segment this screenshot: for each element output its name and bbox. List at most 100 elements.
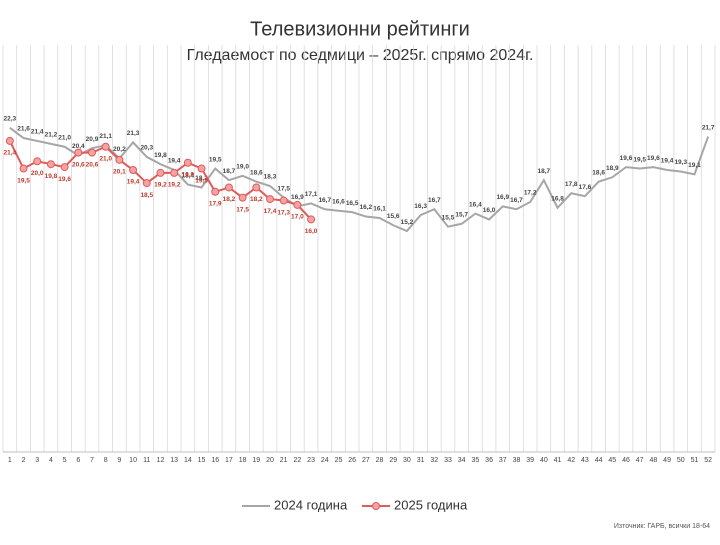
data-label: 19,6 bbox=[647, 155, 660, 162]
data-label: 15,5 bbox=[442, 214, 455, 221]
data-label: 17,3 bbox=[277, 209, 290, 216]
legend-label: 2024 година bbox=[274, 497, 348, 512]
x-tick-label: 7 bbox=[90, 457, 94, 464]
point bbox=[170, 168, 179, 177]
x-tick-label: 43 bbox=[581, 457, 589, 464]
point bbox=[266, 195, 274, 204]
point bbox=[60, 163, 69, 172]
data-label: 16,5 bbox=[346, 200, 359, 207]
data-label: 16,3 bbox=[414, 203, 427, 210]
data-label: 21,1 bbox=[99, 133, 112, 140]
data-label: 16,0 bbox=[483, 207, 496, 214]
point bbox=[238, 193, 247, 202]
chart-subtitle: Гледаемост по седмици – 2025г. спрямо 20… bbox=[187, 47, 534, 64]
data-label: 21,4 bbox=[4, 150, 17, 157]
data-label: 17,5 bbox=[236, 206, 249, 213]
x-tick-label: 17 bbox=[225, 457, 233, 464]
point bbox=[33, 157, 42, 166]
data-label: 19,4 bbox=[661, 158, 674, 165]
legend-label: 2025 година bbox=[394, 497, 468, 512]
data-label: 18,2 bbox=[250, 196, 263, 203]
x-tick-label: 36 bbox=[485, 457, 493, 464]
data-label: 16,9 bbox=[496, 194, 509, 201]
x-tick-label: 26 bbox=[348, 457, 356, 464]
data-label: 20,0 bbox=[31, 170, 44, 177]
point bbox=[293, 200, 302, 209]
data-label: 16,8 bbox=[551, 196, 564, 203]
point bbox=[279, 196, 288, 205]
point bbox=[252, 183, 261, 192]
x-tick-label: 32 bbox=[430, 457, 438, 464]
data-label: 17,2 bbox=[524, 190, 537, 197]
data-label: 18,4 bbox=[182, 172, 195, 179]
data-label: 20,6 bbox=[72, 161, 85, 168]
data-label: 17,5 bbox=[277, 185, 290, 192]
data-label: 19,2 bbox=[154, 182, 167, 189]
x-tick-label: 3 bbox=[35, 457, 39, 464]
x-tick-label: 48 bbox=[649, 457, 657, 464]
x-tick-label: 12 bbox=[157, 457, 165, 464]
data-label: 19,4 bbox=[168, 158, 181, 165]
x-tick-label: 34 bbox=[458, 457, 466, 464]
x-tick-label: 38 bbox=[513, 457, 521, 464]
data-label: 19,5 bbox=[633, 156, 646, 163]
x-tick-label: 40 bbox=[540, 457, 548, 464]
legend-marker bbox=[372, 502, 380, 510]
data-label: 18,3 bbox=[264, 174, 277, 181]
point bbox=[211, 187, 220, 196]
data-label: 22,3 bbox=[4, 116, 17, 123]
data-label: 16,2 bbox=[360, 204, 373, 211]
point bbox=[156, 168, 165, 177]
x-tick-label: 45 bbox=[608, 457, 616, 464]
data-label: 20,4 bbox=[72, 143, 85, 150]
data-label: 19,5 bbox=[209, 156, 222, 163]
data-label: 19,8 bbox=[154, 152, 167, 159]
x-tick-label: 6 bbox=[76, 457, 80, 464]
x-tick-label: 14 bbox=[184, 457, 192, 464]
data-label: 18,2 bbox=[195, 175, 208, 182]
x-tick-label: 2 bbox=[22, 457, 26, 464]
data-label: 18,6 bbox=[592, 169, 605, 176]
x-tick-label: 37 bbox=[499, 457, 507, 464]
x-tick-label: 19 bbox=[252, 457, 260, 464]
data-label: 21,7 bbox=[702, 124, 715, 131]
x-tick-label: 50 bbox=[677, 457, 685, 464]
data-label: 16,1 bbox=[373, 206, 386, 213]
data-label: 21,2 bbox=[45, 132, 58, 139]
source: Източник: ГАРБ, всички 18-64 bbox=[614, 523, 710, 530]
x-tick-label: 52 bbox=[704, 457, 712, 464]
x-tick-label: 18 bbox=[239, 457, 247, 464]
data-label: 19,2 bbox=[168, 182, 181, 189]
x-tick-label: 9 bbox=[117, 457, 121, 464]
x-tick-label: 25 bbox=[335, 457, 343, 464]
data-label: 19,3 bbox=[674, 159, 687, 166]
data-label: 19,5 bbox=[17, 177, 30, 184]
x-tick-label: 35 bbox=[471, 457, 479, 464]
x-tick-label: 29 bbox=[389, 457, 397, 464]
x-tick-label: 4 bbox=[49, 457, 53, 464]
data-label: 20,9 bbox=[86, 136, 99, 143]
x-tick-label: 16 bbox=[211, 457, 219, 464]
chart-title: Телевизионни рейтинги bbox=[250, 18, 470, 40]
data-label: 19,6 bbox=[58, 176, 71, 183]
data-label: 19,1 bbox=[688, 162, 701, 169]
data-label: 18,5 bbox=[140, 192, 153, 199]
data-label: 16,4 bbox=[469, 201, 482, 208]
data-label: 17,4 bbox=[264, 208, 277, 215]
x-tick-label: 24 bbox=[321, 457, 329, 464]
data-label: 21,6 bbox=[17, 126, 30, 133]
x-tick-label: 8 bbox=[104, 457, 108, 464]
data-label: 16,6 bbox=[332, 198, 345, 205]
data-label: 17,6 bbox=[579, 184, 592, 191]
x-tick-label: 28 bbox=[376, 457, 384, 464]
x-tick-label: 15 bbox=[198, 457, 206, 464]
data-label: 15,2 bbox=[401, 219, 414, 226]
x-tick-label: 21 bbox=[280, 457, 288, 464]
x-tick-label: 22 bbox=[293, 457, 301, 464]
data-label: 19,8 bbox=[45, 173, 58, 180]
x-tick-label: 39 bbox=[526, 457, 534, 464]
data-label: 17,0 bbox=[291, 214, 304, 221]
x-tick-label: 51 bbox=[691, 457, 699, 464]
point bbox=[101, 142, 110, 151]
